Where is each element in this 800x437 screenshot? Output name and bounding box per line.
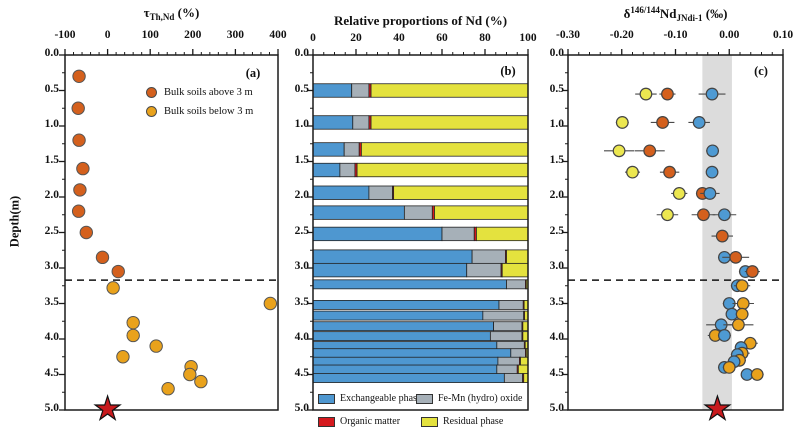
data-point [71, 101, 85, 115]
data-point [656, 116, 669, 129]
bar-segment-exchangeable [312, 321, 495, 332]
star-marker [703, 394, 732, 422]
bar-segment-residual [370, 83, 529, 98]
bar-segment-exchangeable [312, 310, 484, 321]
data-point [263, 296, 278, 311]
data-point [672, 187, 686, 200]
data-point [106, 281, 120, 295]
data-point [612, 144, 626, 158]
data-point [722, 361, 736, 374]
data-point [745, 265, 759, 278]
bar-segment-femn [339, 162, 356, 178]
bar-segment-residual [356, 162, 529, 178]
bar-segment-exchangeable [312, 115, 354, 130]
data-point [735, 307, 749, 321]
data-point [736, 297, 750, 310]
data-point [703, 187, 717, 200]
bar-segment-residual [501, 262, 529, 278]
data-point [692, 116, 706, 129]
data-point [697, 208, 710, 222]
data-point [643, 144, 657, 158]
bar-segment-exchangeable [312, 364, 498, 375]
bar-segment-femn [403, 205, 433, 220]
panel-c-border [567, 54, 784, 411]
data-point [715, 229, 729, 243]
bar-segment-exchangeable [312, 348, 512, 359]
bar-segment-residual [522, 321, 529, 332]
data-point [663, 165, 676, 179]
bar-segment-femn [368, 185, 393, 200]
data-point [95, 250, 110, 265]
bar-segment-residual [522, 331, 529, 342]
data-point [116, 350, 130, 364]
data-point [731, 318, 745, 332]
star-marker [93, 394, 122, 422]
data-point [661, 87, 674, 101]
data-point [718, 208, 731, 222]
data-point [111, 264, 125, 279]
bar-segment-residual [517, 364, 529, 375]
bar-segment-exchangeable [312, 331, 491, 342]
data-point [705, 87, 719, 101]
data-point [661, 208, 674, 222]
bar-segment-exchangeable [312, 300, 500, 310]
data-point [705, 165, 719, 179]
data-point [706, 144, 719, 158]
data-point [183, 367, 197, 382]
data-point [729, 250, 743, 264]
bar-segment-residual [434, 205, 529, 220]
bar-segment-exchangeable [312, 205, 405, 220]
bar-segment-femn [506, 279, 526, 290]
data-point [735, 279, 749, 293]
data-point [72, 133, 86, 147]
bar-segment-femn [489, 331, 523, 342]
data-point [194, 374, 208, 389]
bar-segment-femn [496, 364, 518, 375]
data-point [161, 382, 175, 396]
data-point [72, 69, 86, 84]
bar-segment-residual [370, 115, 529, 130]
bar-segment-residual [475, 226, 529, 242]
data-point [750, 368, 764, 381]
bar-segment-femn [352, 115, 370, 130]
data-point [126, 328, 140, 343]
data-point [639, 87, 653, 101]
data-point [76, 161, 90, 176]
bar-segment-residual [393, 185, 529, 200]
bar-segment-femn [466, 262, 502, 278]
bar-segment-femn [503, 373, 524, 383]
bar-segment-femn [493, 321, 523, 332]
bar-segment-femn [441, 226, 475, 242]
bar-segment-exchangeable [312, 249, 473, 264]
bar-segment-exchangeable [312, 279, 507, 290]
bar-segment-exchangeable [312, 262, 468, 278]
data-point [149, 339, 163, 353]
bar-segment-exchangeable [312, 185, 370, 200]
data-point [615, 116, 629, 129]
data-point [718, 329, 731, 342]
bar-segment-femn [510, 348, 526, 359]
panel-b-border [312, 54, 529, 411]
bar-segment-femn [471, 249, 506, 264]
bar-segment-femn [351, 83, 370, 98]
bar-segment-femn [482, 310, 525, 321]
bar-segment-femn [498, 300, 524, 310]
data-point [626, 165, 639, 179]
bar-segment-exchangeable [312, 162, 341, 178]
bar-segment-exchangeable [312, 142, 345, 157]
bar-segment-exchangeable [312, 373, 505, 383]
bar-segment-residual [506, 249, 529, 264]
data-point [126, 315, 140, 330]
data-point [79, 225, 94, 240]
data-point [73, 183, 87, 197]
data-point [71, 204, 86, 218]
bar-segment-exchangeable [312, 83, 353, 98]
bar-segment-residual [360, 142, 529, 157]
bar-segment-exchangeable [312, 226, 443, 242]
bar-segment-femn [343, 142, 360, 157]
panel-a-border [64, 54, 279, 411]
